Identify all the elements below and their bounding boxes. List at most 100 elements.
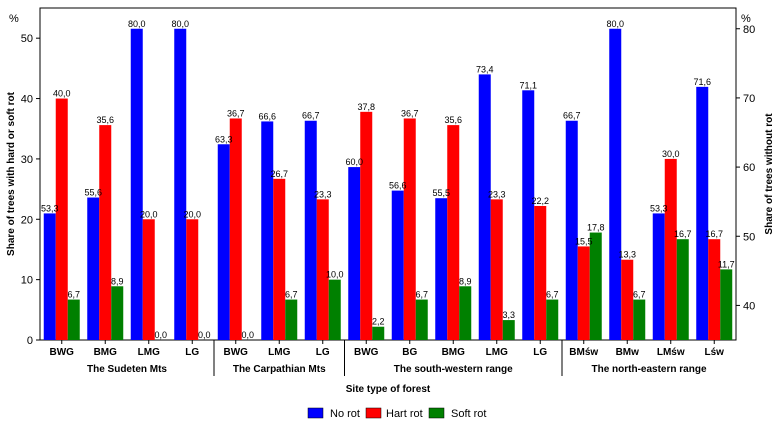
right-tick-label: 40 xyxy=(743,300,755,312)
label-soft-rot: 6,7 xyxy=(67,290,80,300)
label-no-rot: 80,0 xyxy=(606,19,624,29)
category-label: LG xyxy=(533,347,547,358)
right-unit: % xyxy=(741,13,751,25)
bar-soft-rot xyxy=(676,239,689,340)
label-hart-rot: 23,3 xyxy=(314,189,332,199)
right-tick-label: 60 xyxy=(743,162,755,174)
category-label: BWG xyxy=(50,347,75,358)
label-soft-rot: 6,7 xyxy=(546,290,559,300)
category-label: BWG xyxy=(354,347,379,358)
bar-no-rot xyxy=(696,86,709,340)
bar-hart-rot xyxy=(142,219,155,340)
bar-no-rot xyxy=(391,190,404,340)
label-no-rot: 71,1 xyxy=(519,80,537,90)
legend-label-no-rot: No rot xyxy=(330,408,360,420)
bar-hart-rot xyxy=(403,118,416,340)
left-axis: 0 10 20 30 40 50 xyxy=(21,33,40,347)
left-tick-label: 30 xyxy=(21,154,33,166)
legend-swatch-no-rot xyxy=(307,407,324,419)
bar-no-rot xyxy=(522,90,535,340)
left-axis-title: Share of trees with hard or soft rot xyxy=(6,91,17,256)
plot-frame xyxy=(39,7,737,341)
category-label: LG xyxy=(185,347,199,358)
label-hart-rot: 30,0 xyxy=(662,149,680,159)
bar-no-rot xyxy=(43,213,56,340)
bar-hart-rot xyxy=(447,125,460,340)
bar-no-rot xyxy=(217,144,230,340)
bar-no-rot xyxy=(130,28,143,340)
label-soft-rot: 0,0 xyxy=(241,330,254,340)
label-hart-rot: 13,3 xyxy=(618,250,636,260)
bar-hart-rot xyxy=(621,259,634,340)
label-hart-rot: 35,6 xyxy=(444,115,462,125)
group-label: The north-eastern range xyxy=(591,364,706,375)
bar-soft-rot xyxy=(67,299,80,340)
label-hart-rot: 36,7 xyxy=(401,108,419,118)
legend: No rot Hart rot Soft rot xyxy=(307,407,486,420)
bar-no-rot xyxy=(609,28,622,340)
bar-no-rot xyxy=(652,213,665,340)
bars xyxy=(43,28,733,341)
label-hart-rot: 22,2 xyxy=(531,196,549,206)
bar-soft-rot xyxy=(415,299,428,340)
bar-hart-rot xyxy=(708,239,721,340)
left-tick-label: 10 xyxy=(21,275,33,287)
category-label: LMG xyxy=(138,347,160,358)
bar-no-rot xyxy=(565,120,578,340)
label-soft-rot: 17,8 xyxy=(587,223,605,233)
label-no-rot: 66,6 xyxy=(258,111,276,121)
label-soft-rot: 0,0 xyxy=(198,330,211,340)
x-axis: BWG BMG LMG LG The Sudeten Mts BWG LMG LG The Ca… xyxy=(50,340,725,376)
label-no-rot: 80,0 xyxy=(171,19,189,29)
label-hart-rot: 36,7 xyxy=(227,108,245,118)
bar-no-rot xyxy=(478,74,491,341)
bar-no-rot xyxy=(435,198,448,340)
bar-hart-rot xyxy=(360,111,373,340)
bar-soft-rot xyxy=(285,299,298,340)
bar-soft-rot xyxy=(546,299,559,340)
label-hart-rot: 15,5 xyxy=(575,236,593,246)
label-soft-rot: 11,7 xyxy=(718,259,735,269)
left-tick-label: 20 xyxy=(21,214,33,226)
legend-label-soft-rot: Soft rot xyxy=(451,408,486,420)
right-tick-label: 50 xyxy=(743,231,755,243)
group-label: The Carpathian Mts xyxy=(233,364,326,375)
bar-no-rot xyxy=(261,121,274,340)
label-soft-rot: 2,2 xyxy=(372,317,385,327)
category-label: BWG xyxy=(224,347,249,358)
right-tick-label: 80 xyxy=(743,24,755,36)
left-tick-label: 40 xyxy=(21,94,33,106)
category-label: LG xyxy=(316,347,330,358)
label-soft-rot: 3,3 xyxy=(502,310,515,320)
category-label: BMśw xyxy=(569,347,598,358)
bar-soft-rot xyxy=(633,299,646,340)
bar-soft-rot xyxy=(720,269,733,340)
left-tick-label: 0 xyxy=(27,335,33,347)
legend-swatch-hart-rot xyxy=(365,407,382,419)
bar-hart-rot xyxy=(577,246,590,340)
bar-no-rot xyxy=(348,167,361,340)
label-hart-rot: 35,6 xyxy=(96,115,114,125)
label-hart-rot: 37,8 xyxy=(357,102,375,112)
label-no-rot: 55,6 xyxy=(84,188,102,198)
category-label: LMśw xyxy=(657,347,685,358)
label-hart-rot: 16,7 xyxy=(705,229,723,239)
category-label: Lśw xyxy=(705,347,725,358)
label-soft-rot: 6,7 xyxy=(415,290,428,300)
label-soft-rot: 6,7 xyxy=(285,290,298,300)
left-unit: % xyxy=(9,13,19,25)
bar-hart-rot xyxy=(186,219,199,340)
group-label: The Sudeten Mts xyxy=(87,364,167,375)
category-label: BMG xyxy=(94,347,118,358)
bar-soft-rot xyxy=(459,286,472,340)
category-label: BMw xyxy=(616,347,640,358)
bar-hart-rot xyxy=(55,98,68,340)
category-label: BMG xyxy=(442,347,466,358)
bar-hart-rot xyxy=(273,178,286,340)
bar-no-rot xyxy=(304,120,317,340)
label-no-rot: 53,3 xyxy=(41,203,59,213)
label-soft-rot: 8,9 xyxy=(111,276,124,286)
right-tick-label: 70 xyxy=(743,93,755,105)
bar-hart-rot xyxy=(316,199,329,340)
